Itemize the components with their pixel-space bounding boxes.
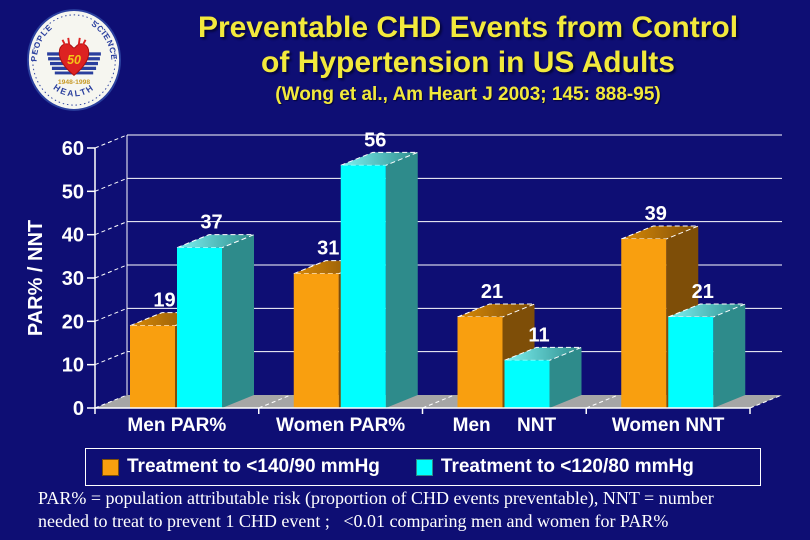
- legend-item-140-90: Treatment to <140/90 mmHg: [102, 456, 380, 478]
- legend-item-120-80: Treatment to <120/80 mmHg: [415, 456, 694, 478]
- y-tick-label-60: 60: [62, 138, 84, 160]
- framingham-seal-logo: 50 PEOPLE SCIENCE HEALTH 1948-1998: [26, 9, 122, 111]
- bar-women-nnt-120-80: [668, 317, 714, 408]
- gridline-connector-20: [94, 307, 128, 322]
- legend-swatch-120-80: [415, 458, 433, 476]
- chart-legend: Treatment to <140/90 mmHg Treatment to <…: [85, 448, 761, 486]
- y-tick-label-0: 0: [73, 398, 84, 420]
- bar-men-nnt-140-90: [457, 317, 503, 408]
- floor-edge-3: [586, 394, 619, 409]
- gridline-connector-0: [94, 394, 128, 409]
- y-tick-label-20: 20: [62, 311, 84, 333]
- slide-header: Preventable CHD Events from Control of H…: [128, 10, 808, 106]
- gridline-connector-30: [94, 264, 128, 279]
- slide-subtitle: (Wong et al., Am Heart J 2003; 145: 888-…: [275, 84, 661, 105]
- value-label-men-par--140-90: 19: [153, 290, 175, 312]
- y-tick-label-40: 40: [62, 225, 84, 247]
- bar-side-men-par--120-80: [222, 234, 254, 408]
- x-category-label-women-par-: Women PAR%: [276, 415, 405, 436]
- seal-years: 1948-1998: [58, 79, 90, 86]
- page-title-line-2: of Hypertension in US Adults: [261, 46, 675, 79]
- page-title-line-1: Preventable CHD Events from Control: [197, 11, 739, 44]
- bar-side-women-par--120-80: [385, 152, 418, 408]
- y-tick-label-10: 10: [62, 355, 84, 377]
- y-tick-label-50: 50: [62, 181, 84, 203]
- floor-edge-2: [422, 394, 455, 409]
- x-category-label-men-par-: Men PAR%: [127, 415, 226, 436]
- y-axis-title: PAR% / NNT: [25, 220, 47, 336]
- legend-label-140-90: Treatment to <140/90 mmHg: [127, 456, 380, 477]
- footnote-text: PAR% = population attributable risk (pro…: [38, 488, 714, 531]
- bar-women-par--140-90: [293, 273, 339, 408]
- value-label-men-par--120-80: 37: [200, 212, 222, 234]
- seal-tick-ring: [32, 14, 116, 106]
- bar-women-nnt-140-90: [621, 239, 667, 408]
- y-tick-label-30: 30: [62, 268, 84, 290]
- value-label-men-nnt-140-90: 21: [481, 281, 503, 303]
- bar-side-women-nnt-120-80: [713, 304, 746, 408]
- gridline-connector-60: [94, 134, 128, 149]
- legend-swatch-140-90: [102, 458, 119, 476]
- bar-men-nnt-120-80: [504, 360, 550, 408]
- heart-icon: [58, 43, 90, 76]
- value-label-women-nnt-120-80: 21: [692, 281, 714, 303]
- heart-sprigs: [61, 37, 87, 47]
- gridline-connector-10: [94, 351, 128, 366]
- x-category-label-men-nnt: Men NNT: [453, 415, 557, 436]
- bar-men-par--120-80: [177, 247, 222, 408]
- bar-women-par--120-80: [340, 165, 386, 408]
- x-category-label-women-nnt: Women NNT: [612, 415, 725, 436]
- floor-edge-4: [749, 394, 783, 409]
- gridline-connector-40: [94, 221, 128, 236]
- value-label-women-par--120-80: 56: [364, 129, 386, 151]
- bar-men-par--140-90: [130, 325, 175, 408]
- value-label-women-nnt-140-90: 39: [645, 203, 667, 225]
- value-label-men-nnt-120-80: 11: [528, 324, 549, 346]
- bar-side-men-nnt-120-80: [549, 347, 582, 408]
- legend-label-120-80: Treatment to <120/80 mmHg: [440, 456, 694, 477]
- value-label-women-par--140-90: 31: [317, 238, 339, 260]
- gridline-connector-50: [94, 177, 128, 192]
- floor-edge-1: [258, 394, 291, 409]
- seal-center-number: 50: [67, 53, 81, 67]
